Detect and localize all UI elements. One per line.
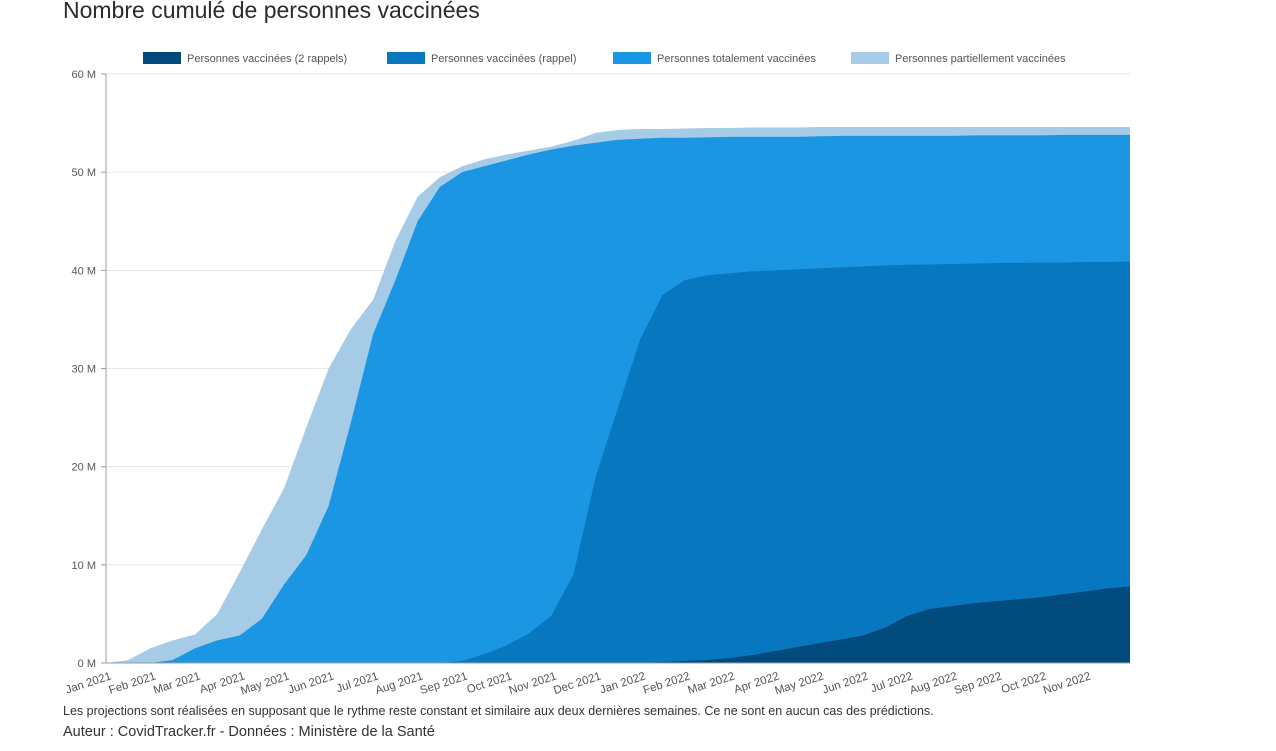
author-separator: -: [219, 724, 225, 740]
y-tick-label: 30 M: [72, 364, 96, 376]
x-tick-label: Mar 2022: [686, 670, 736, 696]
x-tick-label: Jan 2021: [64, 670, 113, 696]
source-label: Données : Ministère de la Santé: [228, 724, 435, 740]
legend-swatch: [387, 52, 425, 64]
legend-swatch: [851, 52, 889, 64]
x-tick-label: Jul 2022: [869, 670, 914, 695]
legend-swatch: [143, 52, 181, 64]
x-tick-label: Jun 2021: [287, 670, 336, 696]
x-tick-label: Aug 2021: [374, 670, 425, 697]
x-tick-label: Dec 2021: [552, 670, 603, 697]
y-tick-label: 60 M: [72, 69, 96, 81]
legend-item-personnes-vaccinees-rappel[interactable]: Personnes vaccinées (rappel): [387, 52, 577, 65]
x-tick-label: Sep 2022: [953, 670, 1004, 697]
y-tick-label: 50 M: [72, 167, 96, 179]
x-tick-label: Feb 2022: [642, 670, 692, 696]
x-tick-label: Jan 2022: [598, 670, 647, 696]
x-tick-label: Oct 2022: [1000, 670, 1048, 696]
x-tick-label: Mar 2021: [152, 670, 202, 696]
x-tick-label: Apr 2022: [733, 670, 781, 696]
x-tick-label: Sep 2021: [419, 670, 470, 697]
x-tick-label: Feb 2021: [108, 670, 158, 696]
x-tick-label: Nov 2021: [508, 670, 559, 697]
legend-label: Personnes partiellement vaccinées: [895, 53, 1066, 65]
legend-item-personnes-totalement-vaccinees[interactable]: Personnes totalement vaccinées: [613, 52, 816, 65]
y-tick-label: 20 M: [72, 462, 96, 474]
legend-item-personnes-partiellement-vaccinees[interactable]: Personnes partiellement vaccinées: [851, 52, 1066, 65]
area-personnes-vaccinees-rappel[interactable]: [106, 261, 1130, 663]
x-tick-label: Jul 2021: [335, 670, 380, 695]
author-credit: Auteur : CovidTracker.fr - Données : Minis…: [63, 724, 435, 740]
legend-label: Personnes vaccinées (rappel): [431, 53, 577, 65]
x-tick-label: Apr 2021: [198, 670, 246, 696]
x-tick-label: Oct 2021: [466, 670, 514, 696]
y-tick-label: 40 M: [72, 265, 96, 277]
y-tick-label: 10 M: [72, 560, 96, 572]
legend-item-personnes-vaccinees-2-rappels[interactable]: Personnes vaccinées (2 rappels): [143, 52, 347, 65]
legend-label: Personnes totalement vaccinées: [657, 53, 816, 65]
x-tick-label: Jun 2022: [821, 670, 870, 696]
x-tick-label: May 2021: [239, 670, 291, 697]
legend-label: Personnes vaccinées (2 rappels): [187, 53, 347, 65]
chart-title: Nombre cumulé de personnes vaccinées: [63, 0, 480, 23]
x-tick-label: Nov 2022: [1042, 670, 1093, 697]
footnote: Les projections sont réalisées en suppos…: [63, 704, 934, 718]
x-tick-label: Aug 2022: [908, 670, 959, 697]
area-personnes-vaccinees-2-rappels[interactable]: [106, 586, 1130, 663]
author-label: Auteur : CovidTracker.fr: [63, 724, 216, 740]
x-tick-label: May 2022: [774, 670, 826, 697]
legend-swatch: [613, 52, 651, 64]
legend[interactable]: Personnes vaccinées (2 rappels) Personnes…: [143, 52, 1066, 65]
series-areas: [106, 127, 1130, 663]
y-tick-label: 0 M: [78, 658, 96, 670]
